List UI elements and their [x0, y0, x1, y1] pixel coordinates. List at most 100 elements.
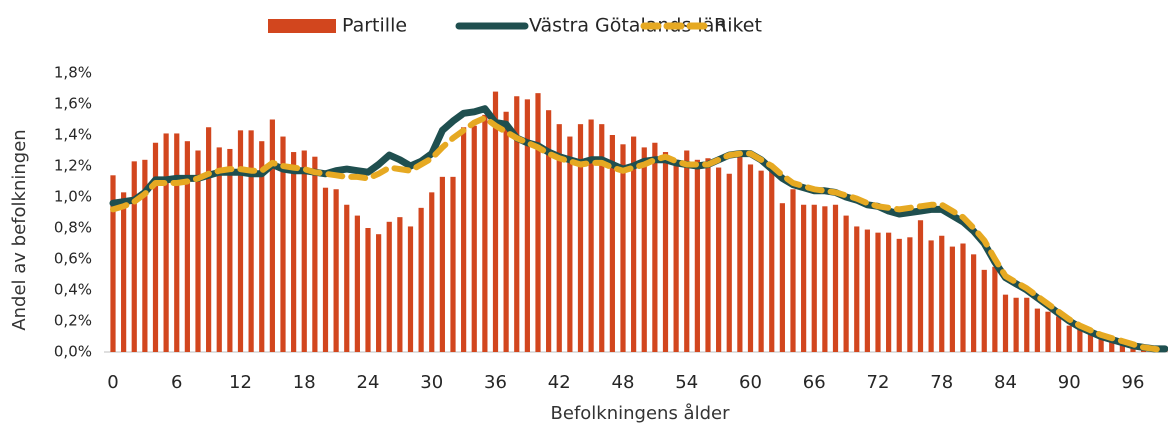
bar	[1087, 331, 1094, 352]
bar	[1024, 297, 1030, 352]
bar	[631, 136, 637, 352]
bar	[928, 240, 934, 352]
bar	[514, 96, 520, 352]
bar	[418, 207, 424, 352]
x-tick-label: 6	[171, 372, 182, 393]
x-tick-label: 24	[357, 372, 380, 393]
legend-label: Riket	[714, 15, 762, 37]
bar	[684, 150, 690, 352]
bar	[471, 125, 477, 352]
bar	[546, 110, 552, 352]
x-tick-label: 66	[803, 372, 826, 393]
bar	[843, 215, 849, 352]
bar	[981, 269, 987, 352]
bar	[333, 189, 339, 352]
bar	[439, 176, 445, 352]
bar	[588, 119, 594, 352]
bar	[184, 141, 190, 352]
bar	[1119, 342, 1125, 352]
bar	[896, 238, 902, 352]
bar	[121, 192, 127, 352]
bar	[747, 164, 754, 352]
bar	[237, 130, 244, 352]
bar	[206, 127, 212, 352]
bar	[992, 266, 998, 352]
x-tick-label: 42	[548, 372, 571, 393]
bar	[450, 176, 456, 352]
bar	[577, 124, 584, 353]
bar	[917, 220, 924, 352]
x-tick-label: 78	[930, 372, 953, 393]
y-tick-label: 1,6%	[54, 95, 92, 113]
bar	[620, 144, 626, 352]
bar	[216, 147, 222, 352]
x-tick-label: 48	[612, 372, 635, 393]
bar	[376, 234, 382, 352]
x-tick-label: 60	[739, 372, 762, 393]
bar	[322, 187, 329, 352]
bar	[163, 133, 169, 352]
bar	[1013, 297, 1019, 352]
legend-label: Partille	[342, 15, 407, 37]
bar	[354, 215, 360, 352]
bar	[641, 147, 647, 352]
bar	[1034, 308, 1040, 352]
bar	[705, 158, 711, 352]
bar	[556, 124, 562, 353]
bar	[1077, 327, 1083, 352]
bar	[131, 161, 137, 352]
bar	[652, 142, 658, 352]
bar	[673, 159, 679, 352]
bar	[1098, 336, 1104, 352]
bar	[227, 148, 233, 352]
bar	[662, 152, 669, 352]
y-tick-label: 0,8%	[54, 219, 92, 237]
bar	[535, 93, 541, 353]
x-tick-label: 0	[107, 372, 118, 393]
bar	[790, 189, 796, 352]
x-tick-label: 54	[675, 372, 698, 393]
bar	[886, 232, 892, 352]
y-tick-label: 1,8%	[54, 64, 92, 82]
bar	[301, 150, 307, 352]
bar	[248, 130, 254, 352]
bar	[1056, 316, 1062, 352]
x-tick-label: 12	[229, 372, 252, 393]
bar	[492, 91, 499, 352]
bar	[110, 175, 116, 352]
x-tick-label: 18	[293, 372, 316, 393]
bar	[1066, 325, 1072, 352]
bar	[832, 204, 839, 352]
bar	[822, 206, 828, 352]
bar	[1109, 339, 1115, 352]
bar	[737, 155, 743, 352]
bar	[599, 124, 605, 353]
bar	[939, 235, 945, 352]
bar	[429, 192, 435, 352]
bar	[280, 136, 286, 352]
bar	[291, 152, 297, 352]
bar	[461, 127, 467, 352]
bar	[971, 254, 977, 352]
legend-label: Västra Götalands län	[529, 15, 726, 37]
x-tick-label: 96	[1122, 372, 1145, 393]
bar	[503, 111, 509, 352]
bar	[694, 159, 700, 352]
bar	[875, 232, 881, 352]
bar	[397, 217, 403, 352]
x-tick-label: 36	[484, 372, 507, 393]
bar	[609, 135, 615, 352]
bar	[811, 204, 817, 352]
y-tick-label: 0,2%	[54, 312, 92, 330]
bar	[801, 204, 807, 352]
y-tick-label: 1,4%	[54, 126, 92, 144]
x-tick-label: 90	[1058, 372, 1081, 393]
y-axis-title: Andel av befolkningen	[9, 129, 30, 330]
bar	[779, 203, 785, 352]
bar	[142, 159, 148, 352]
bar	[567, 136, 573, 352]
bar	[482, 114, 488, 352]
bar	[174, 133, 180, 352]
bar	[1045, 311, 1051, 352]
